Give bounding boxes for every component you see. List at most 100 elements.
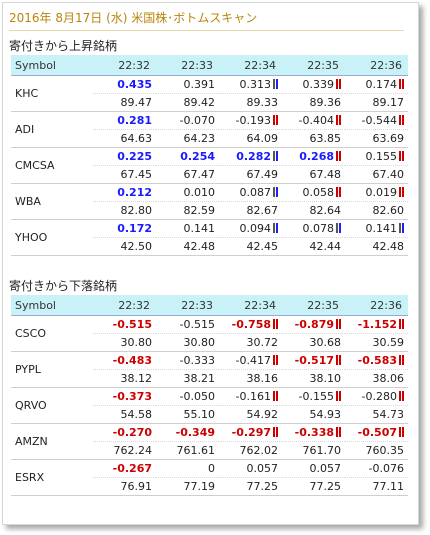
change-value: 0.019	[365, 186, 398, 199]
table-row: QRVO -0.373 -0.050 -0.161 -0.155 -0.280	[11, 387, 408, 424]
change-cell: -0.515	[93, 315, 156, 334]
table-row: ADI 0.281 -0.070 -0.193 -0.404 -0.544	[11, 111, 408, 148]
downtick-bar-icon	[335, 319, 341, 329]
price-cell: 89.17	[345, 93, 408, 112]
change-value: 0.282	[236, 150, 271, 163]
price-cell: 38.12	[93, 369, 156, 388]
change-cell: -0.070	[156, 111, 219, 130]
uptick-bar-icon	[272, 187, 278, 197]
change-cell: 0.094	[219, 219, 282, 238]
change-value: -0.758	[231, 318, 271, 331]
change-cell: -1.152	[345, 315, 408, 334]
downtick-bar-icon	[398, 187, 404, 197]
price-cell: 89.42	[156, 93, 219, 112]
column-header-time: 22:32	[93, 295, 156, 316]
change-value: -1.152	[357, 318, 397, 331]
table-row: 762.24 761.61 762.02 761.70 760.35	[11, 441, 408, 460]
change-value: 0.057	[309, 462, 342, 475]
column-header-time: 22:36	[345, 55, 408, 76]
change-value: -0.070	[179, 114, 215, 127]
change-value: -0.270	[112, 426, 152, 439]
change-cell: 0	[156, 459, 219, 478]
price-cell: 82.64	[282, 201, 345, 220]
price-cell: 761.61	[156, 441, 219, 460]
change-cell: 0.281	[93, 111, 156, 130]
price-cell: 42.44	[282, 237, 345, 256]
price-cell: 762.24	[93, 441, 156, 460]
column-header-symbol: Symbol	[11, 55, 93, 76]
change-value: 0.087	[239, 186, 272, 199]
change-cell: 0.174	[345, 75, 408, 94]
column-header-time: 22:35	[282, 55, 345, 76]
downtick-bar-icon	[335, 151, 341, 161]
table-header-row: Symbol 22:32 22:33 22:34 22:35 22:36	[11, 295, 408, 316]
downtick-bar-icon	[272, 319, 278, 329]
table-row: CMCSA 0.225 0.254 0.282 0.268 0.155	[11, 147, 408, 184]
change-cell: -0.280	[345, 387, 408, 406]
downtick-bar-icon	[398, 427, 404, 437]
downtick-bar-icon	[398, 391, 404, 401]
price-cell: 42.48	[156, 237, 219, 256]
change-value: -0.483	[112, 354, 152, 367]
price-cell: 54.92	[219, 405, 282, 424]
change-cell: -0.758	[219, 315, 282, 334]
price-cell: 762.02	[219, 441, 282, 460]
table-row: 38.12 38.21 38.16 38.10 38.06	[11, 369, 408, 388]
price-cell: 89.33	[219, 93, 282, 112]
change-value: 0.141	[365, 222, 398, 235]
change-cell: 0.313	[219, 75, 282, 94]
change-value: -0.879	[294, 318, 334, 331]
change-value: -0.155	[298, 390, 334, 403]
price-cell: 38.16	[219, 369, 282, 388]
table-row: KHC 0.435 0.391 0.313 0.339 0.174	[11, 75, 408, 112]
price-cell: 55.10	[156, 405, 219, 424]
change-value: -0.338	[294, 426, 334, 439]
price-cell: 54.58	[93, 405, 156, 424]
price-cell: 77.19	[156, 477, 219, 496]
change-cell: -0.544	[345, 111, 408, 130]
downtick-bar-icon	[335, 427, 341, 437]
change-cell: 0.010	[156, 183, 219, 202]
table-row: 64.63 64.23 64.09 63.85 63.69	[11, 129, 408, 148]
scan-panel: 2016年 8月17日 (水) 米国株･ボトムスキャン 寄付きから上昇銘柄 Sy…	[2, 2, 419, 525]
change-value: 0.010	[183, 186, 216, 199]
uptick-bar-icon	[272, 223, 278, 233]
change-value: 0.057	[246, 462, 279, 475]
table-row: CSCO -0.515 -0.515 -0.758 -0.879 -1.152	[11, 315, 408, 352]
column-header-time: 22:33	[156, 55, 219, 76]
column-header-time: 22:34	[219, 55, 282, 76]
change-value: -0.076	[368, 462, 404, 475]
price-cell: 42.45	[219, 237, 282, 256]
change-value: -0.404	[298, 114, 334, 127]
losers-table: Symbol 22:32 22:33 22:34 22:35 22:36 CSCO -0.5…	[11, 295, 408, 496]
change-value: 0	[208, 462, 215, 475]
downtick-bar-icon	[398, 355, 404, 365]
change-cell: 0.212	[93, 183, 156, 202]
change-value: 0.155	[365, 150, 398, 163]
price-cell: 82.60	[345, 201, 408, 220]
symbol-cell: ADI	[11, 111, 93, 148]
downtick-bar-icon	[398, 79, 404, 89]
downtick-bar-icon	[335, 391, 341, 401]
uptick-bar-icon	[335, 223, 341, 233]
change-value: -0.583	[357, 354, 397, 367]
price-cell: 67.40	[345, 165, 408, 184]
price-cell: 64.23	[156, 129, 219, 148]
price-cell: 30.80	[93, 333, 156, 352]
symbol-cell: AMZN	[11, 423, 93, 460]
change-value: -0.050	[179, 390, 215, 403]
change-value: 0.268	[299, 150, 334, 163]
change-cell: -0.507	[345, 423, 408, 442]
change-value: -0.161	[235, 390, 271, 403]
downtick-bar-icon	[272, 355, 278, 365]
change-cell: -0.583	[345, 351, 408, 370]
table-row: 67.45 67.47 67.49 67.48 67.40	[11, 165, 408, 184]
price-cell: 54.93	[282, 405, 345, 424]
change-value: -0.417	[235, 354, 271, 367]
price-cell: 67.48	[282, 165, 345, 184]
symbol-cell: CSCO	[11, 315, 93, 352]
symbol-cell: KHC	[11, 75, 93, 112]
table-row: YHOO 0.172 0.141 0.094 0.078 0.141	[11, 219, 408, 256]
price-cell: 89.47	[93, 93, 156, 112]
column-header-time: 22:36	[345, 295, 408, 316]
